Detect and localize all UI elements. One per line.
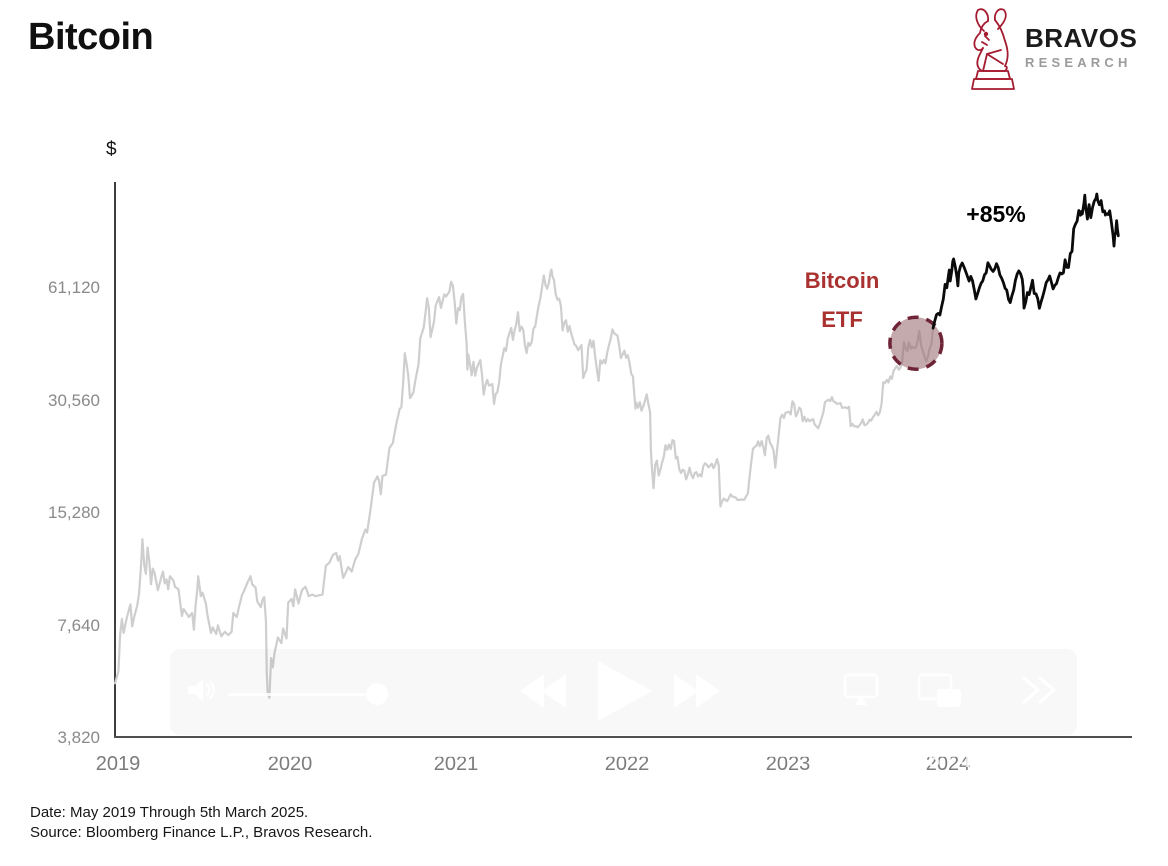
bravos-logo-text: BRAVOS RESEARCH	[1025, 24, 1137, 70]
volume-icon[interactable]	[186, 676, 218, 704]
logo-subtitle: RESEARCH	[1025, 55, 1132, 70]
x-tick-label: 2020	[267, 753, 313, 775]
logo-brand: BRAVOS	[1025, 23, 1138, 53]
y-tick-label: 7,640	[57, 616, 100, 635]
volume-slider-track[interactable]	[228, 693, 366, 696]
rewind-icon[interactable]	[518, 672, 568, 710]
picture-in-picture-icon[interactable]	[917, 673, 963, 711]
x-tick-label: 2022	[604, 753, 650, 775]
volume-slider-knob[interactable]	[366, 683, 388, 705]
y-axis-line	[114, 182, 116, 738]
gain-annotation: +85%	[966, 201, 1026, 227]
bull-knight-icon	[971, 8, 1015, 90]
etf-annotation-line2: ETF	[821, 307, 863, 332]
x-tick-label: 2023	[765, 753, 811, 775]
source-note: Source: Bloomberg Finance L.P., Bravos R…	[30, 824, 373, 841]
chart-footnotes: Date: May 2019 Through 5th March 2025. S…	[30, 803, 372, 843]
etf-highlight-circle	[888, 315, 944, 371]
x-tick-label: 2021	[433, 753, 479, 775]
y-axis-unit-label: $	[106, 139, 117, 160]
y-tick-label: 3,820	[57, 728, 100, 747]
post-etf-price-line	[931, 192, 1120, 330]
elapsed-time-label: 00:05	[184, 749, 241, 772]
x-tick-label: 2019	[95, 753, 141, 775]
page-title: Bitcoin	[28, 16, 154, 58]
time-display-label: 00:05 / 43:20	[884, 749, 1016, 772]
pre-etf-price-line	[113, 268, 935, 699]
y-tick-label: 15,280	[48, 503, 100, 522]
bitcoin-etf-annotation: Bitcoin ETF	[790, 261, 894, 339]
date-note: Date: May 2019 Through 5th March 2025.	[30, 804, 309, 821]
x-tick-label: 2024	[925, 753, 971, 775]
bravos-logo	[963, 6, 1023, 96]
next-icon[interactable]	[1020, 674, 1060, 706]
y-tick-label: 61,120	[48, 278, 100, 297]
play-icon[interactable]	[596, 659, 654, 723]
x-axis-line	[114, 736, 1132, 738]
bitcoin-price-line-chart	[113, 192, 1120, 699]
etf-annotation-line1: Bitcoin	[804, 268, 880, 293]
fast-forward-icon[interactable]	[672, 672, 722, 710]
y-tick-label: 30,560	[48, 391, 100, 410]
video-progress-bar[interactable]	[160, 752, 1092, 757]
display-icon[interactable]	[843, 673, 879, 707]
